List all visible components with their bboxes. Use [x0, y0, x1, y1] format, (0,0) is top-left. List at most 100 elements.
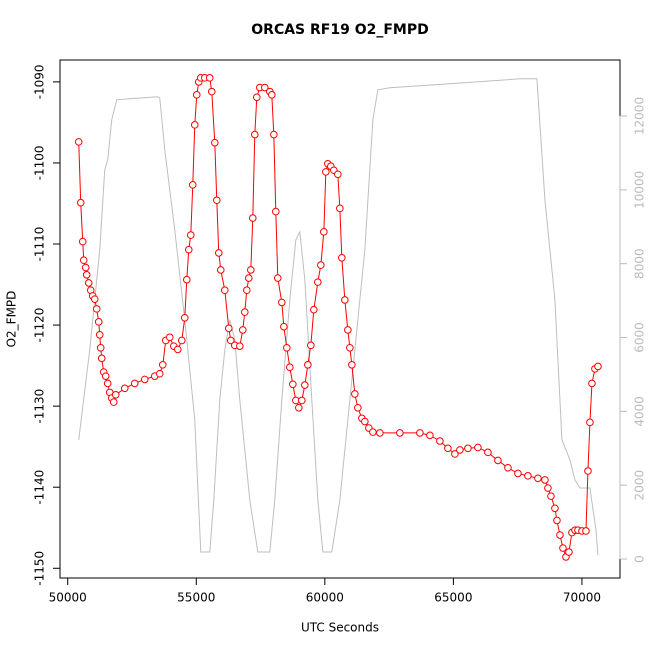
point	[396, 429, 404, 437]
point	[210, 138, 219, 147]
point	[494, 456, 502, 465]
point	[101, 372, 110, 380]
point	[238, 326, 247, 334]
point	[90, 295, 99, 303]
point	[351, 390, 359, 398]
point	[338, 253, 346, 262]
point	[180, 313, 189, 322]
point	[464, 444, 472, 453]
point	[544, 484, 552, 492]
point	[207, 87, 216, 96]
point	[341, 296, 349, 304]
point	[245, 274, 253, 282]
point	[588, 379, 596, 388]
y2-tick-label: 12000	[633, 97, 647, 135]
point	[594, 362, 602, 371]
point	[565, 548, 573, 556]
x-tick-label: 50000	[49, 591, 87, 605]
point	[354, 403, 362, 412]
point	[314, 278, 322, 286]
series-line	[78, 77, 599, 559]
point	[186, 231, 195, 239]
point	[304, 361, 312, 369]
point	[224, 324, 233, 333]
point	[524, 472, 532, 480]
point	[236, 342, 244, 350]
point	[348, 361, 356, 369]
point	[270, 130, 278, 139]
point	[369, 428, 377, 436]
point	[81, 263, 90, 272]
point	[130, 379, 139, 388]
point	[103, 379, 112, 388]
point	[553, 516, 561, 525]
point	[192, 91, 201, 99]
x-tick-label: 65000	[434, 591, 472, 605]
point	[320, 228, 328, 236]
point	[97, 354, 106, 363]
point	[317, 261, 325, 269]
point	[298, 396, 306, 405]
point	[173, 345, 182, 354]
x-tick-label: 55000	[177, 591, 215, 605]
point	[456, 446, 464, 454]
point	[94, 318, 103, 326]
point	[559, 544, 567, 552]
point	[474, 443, 482, 452]
point	[242, 286, 251, 295]
point	[184, 245, 193, 254]
point	[547, 492, 555, 500]
point	[274, 274, 282, 282]
point	[514, 469, 522, 478]
point	[346, 343, 354, 352]
point	[140, 375, 149, 384]
point	[226, 336, 235, 345]
point	[79, 256, 88, 265]
y-axis-label: O2_FMPD	[5, 291, 19, 348]
x-tick-label: 70000	[563, 591, 601, 605]
y-tick-label: -1150	[33, 551, 47, 586]
point	[283, 343, 291, 352]
y-tick-label: -1130	[33, 389, 47, 424]
x-axis-label: UTC Seconds	[301, 621, 379, 635]
point	[214, 249, 223, 257]
series-line	[78, 78, 599, 556]
y-tick-label: -1110	[33, 227, 47, 262]
point	[426, 431, 434, 440]
point	[109, 398, 118, 406]
point	[484, 448, 492, 457]
y2-tick-label: 4000	[633, 396, 647, 427]
chart-title: ORCAS RF19 O2_FMPD	[251, 22, 428, 38]
y-tick-label: -1090	[33, 64, 47, 99]
point	[250, 130, 259, 139]
point	[280, 322, 288, 331]
point	[504, 463, 512, 472]
point	[278, 298, 286, 307]
point	[361, 417, 369, 426]
point	[260, 83, 269, 92]
point	[376, 429, 384, 437]
point	[451, 450, 459, 458]
x-tick-label: 60000	[306, 591, 344, 605]
point	[182, 275, 191, 284]
point	[271, 207, 280, 216]
point	[252, 93, 261, 102]
point	[247, 266, 255, 274]
point	[586, 418, 594, 427]
point	[534, 474, 542, 483]
point	[84, 279, 93, 287]
point	[190, 121, 199, 129]
point	[322, 168, 330, 176]
point	[155, 369, 164, 378]
point	[220, 286, 229, 295]
point	[310, 305, 318, 314]
point	[177, 336, 186, 345]
point	[436, 437, 444, 445]
point	[416, 429, 424, 437]
point	[78, 237, 87, 246]
point	[158, 361, 167, 369]
point	[248, 214, 257, 222]
point	[216, 266, 225, 274]
y2-tick-label: 6000	[633, 322, 647, 353]
